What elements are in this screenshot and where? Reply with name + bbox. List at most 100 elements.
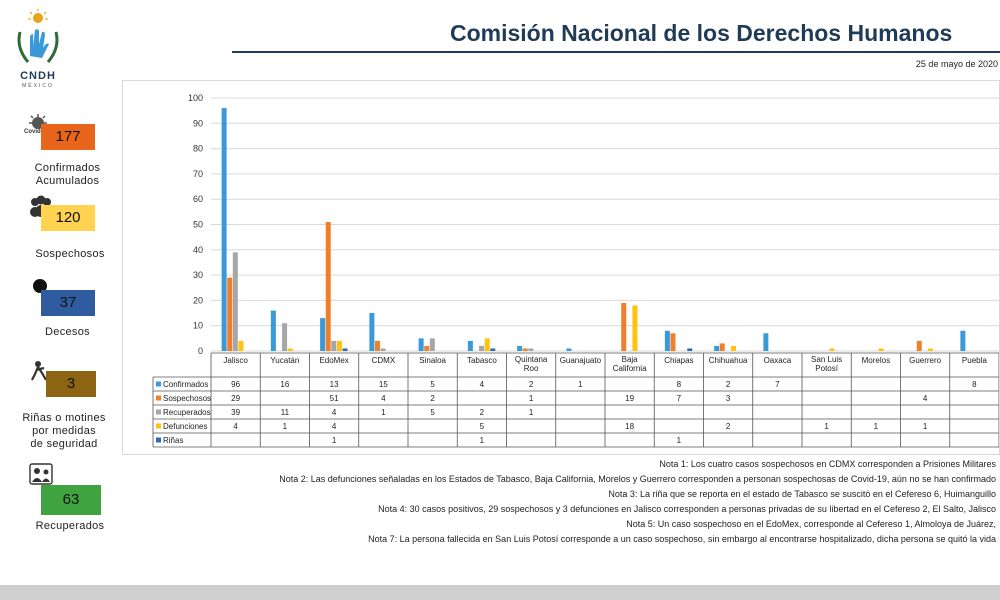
stat-label-rinas: Riñas o motines por medidas de seguridad: [22, 412, 106, 450]
y-tick-label: 70: [193, 169, 203, 179]
stat-label-decesos: Decesos: [45, 326, 90, 338]
table-value: 1: [677, 436, 682, 445]
bar-riñas: [342, 348, 348, 351]
table-value: 29: [231, 394, 240, 403]
table-value: 39: [231, 408, 240, 417]
x-category-label: Oaxaca: [764, 356, 792, 365]
title-divider: [232, 51, 1000, 53]
legend-label: Recuperados: [163, 408, 211, 417]
bar-recuperados: [331, 340, 337, 351]
recovered-icon: [28, 462, 54, 491]
table-value: 19: [625, 394, 634, 403]
legend-swatch: [156, 409, 161, 415]
logo-text: CNDH: [20, 70, 56, 82]
page-title: Comisión Nacional de los Derechos Humano…: [450, 20, 953, 46]
legend-swatch: [156, 395, 161, 401]
table-value: 4: [332, 408, 337, 417]
table-value: 4: [923, 394, 928, 403]
bar-sospechosos: [424, 345, 430, 351]
bar-riñas: [490, 348, 496, 351]
bar-sospechosos: [522, 348, 528, 351]
table-value: 96: [231, 380, 240, 389]
logo-emblem-icon: [17, 9, 59, 63]
stat-label-confirmados: Confirmados Acumulados: [34, 162, 101, 187]
bar-defunciones: [829, 348, 835, 351]
x-category-label: Chihuahua: [709, 356, 748, 365]
table-value: 1: [874, 422, 879, 431]
table-value: 1: [529, 394, 534, 403]
stat-label-recuperados: Recuperados: [35, 520, 105, 532]
bar-confirmados: [664, 330, 670, 351]
bar-confirmados: [369, 313, 375, 351]
y-tick-label: 100: [188, 93, 203, 103]
x-category-label: Quintana Roo: [515, 355, 548, 373]
legend-label: Riñas: [163, 436, 183, 445]
bar-recuperados: [232, 252, 238, 351]
bar-recuperados: [380, 348, 386, 351]
note-7: Nota 7: La persona fallecida en San Luis…: [368, 534, 996, 544]
legend-swatch: [156, 381, 161, 387]
x-category-label: Yucatán: [270, 356, 299, 365]
bar-sospechosos: [227, 277, 233, 351]
bar-recuperados: [528, 348, 534, 351]
x-category-label: Morelos: [862, 356, 890, 365]
y-tick-label: 60: [193, 194, 203, 204]
table-value: 2: [726, 380, 731, 389]
table-value: 5: [480, 422, 485, 431]
bar-recuperados: [429, 338, 435, 351]
bar-defunciones: [484, 338, 490, 351]
bar-riñas: [687, 348, 693, 351]
bar-sospechosos: [374, 340, 380, 351]
bar-chart: 0 10 20 30 40 50 60 70 80 90 100 Jalisco Yucatán EdoM…: [152, 93, 1000, 448]
stat-box-rinas: 3: [46, 371, 96, 397]
logo-subtext: MÉXICO: [22, 83, 54, 89]
table-value: 51: [330, 394, 339, 403]
x-category-label: CDMX: [372, 356, 396, 365]
bar-defunciones: [730, 345, 736, 351]
note-5: Nota 5: Un caso sospechoso en el EdoMex,…: [626, 519, 996, 529]
x-category-label: Baja California: [613, 355, 647, 373]
bar-confirmados: [960, 330, 966, 351]
report-date: 25 de mayo de 2020: [915, 59, 998, 69]
table-value: 8: [972, 380, 977, 389]
stat-box-confirmados: 177: [41, 124, 95, 150]
table-value: 2: [430, 394, 435, 403]
table-value: 1: [824, 422, 829, 431]
x-category-label: EdoMex: [319, 356, 348, 365]
chart-frame: 0 10 20 30 40 50 60 70 80 90 100 Jalisco Yucatán EdoM…: [122, 80, 1000, 455]
virus-icon-caption: Covid-19: [24, 129, 50, 135]
note-2: Nota 2: Las defunciones señaladas en los…: [279, 474, 996, 484]
table-value: 8: [677, 380, 682, 389]
y-tick-label: 30: [193, 270, 203, 280]
legend-swatch: [156, 423, 161, 429]
bar-defunciones: [238, 340, 244, 351]
x-category-label: Tabasco: [467, 356, 497, 365]
table-value: 7: [677, 394, 682, 403]
x-category-label: Sinaloa: [419, 356, 446, 365]
bar-sospechosos: [670, 333, 676, 351]
table-value: 1: [283, 422, 288, 431]
bar-confirmados: [714, 345, 720, 351]
x-category-label: Guanajuato: [560, 356, 602, 365]
table-value: 18: [625, 422, 634, 431]
bar-defunciones: [927, 348, 933, 351]
note-1: Nota 1: Los cuatro casos sospechosos en …: [659, 459, 996, 469]
bar-recuperados: [479, 345, 485, 351]
table-value: 1: [381, 408, 386, 417]
table-value: 1: [480, 436, 485, 445]
table-value: 16: [280, 380, 289, 389]
bar-confirmados: [566, 348, 572, 351]
legend-label: Defunciones: [163, 422, 207, 431]
table-value: 4: [233, 422, 238, 431]
notes-block: Nota 1: Los cuatro casos sospechosos en …: [236, 457, 996, 547]
fight-icon: [30, 360, 52, 387]
x-category-label: Chiapas: [664, 356, 693, 365]
y-tick-label: 40: [193, 245, 203, 255]
table-value: 5: [430, 408, 435, 417]
table-value: 1: [332, 436, 337, 445]
bar-confirmados: [221, 108, 227, 352]
y-tick-label: 50: [193, 220, 203, 230]
stat-box-recuperados: 63: [41, 485, 101, 515]
y-tick-label: 90: [193, 118, 203, 128]
table-value: 13: [330, 380, 339, 389]
